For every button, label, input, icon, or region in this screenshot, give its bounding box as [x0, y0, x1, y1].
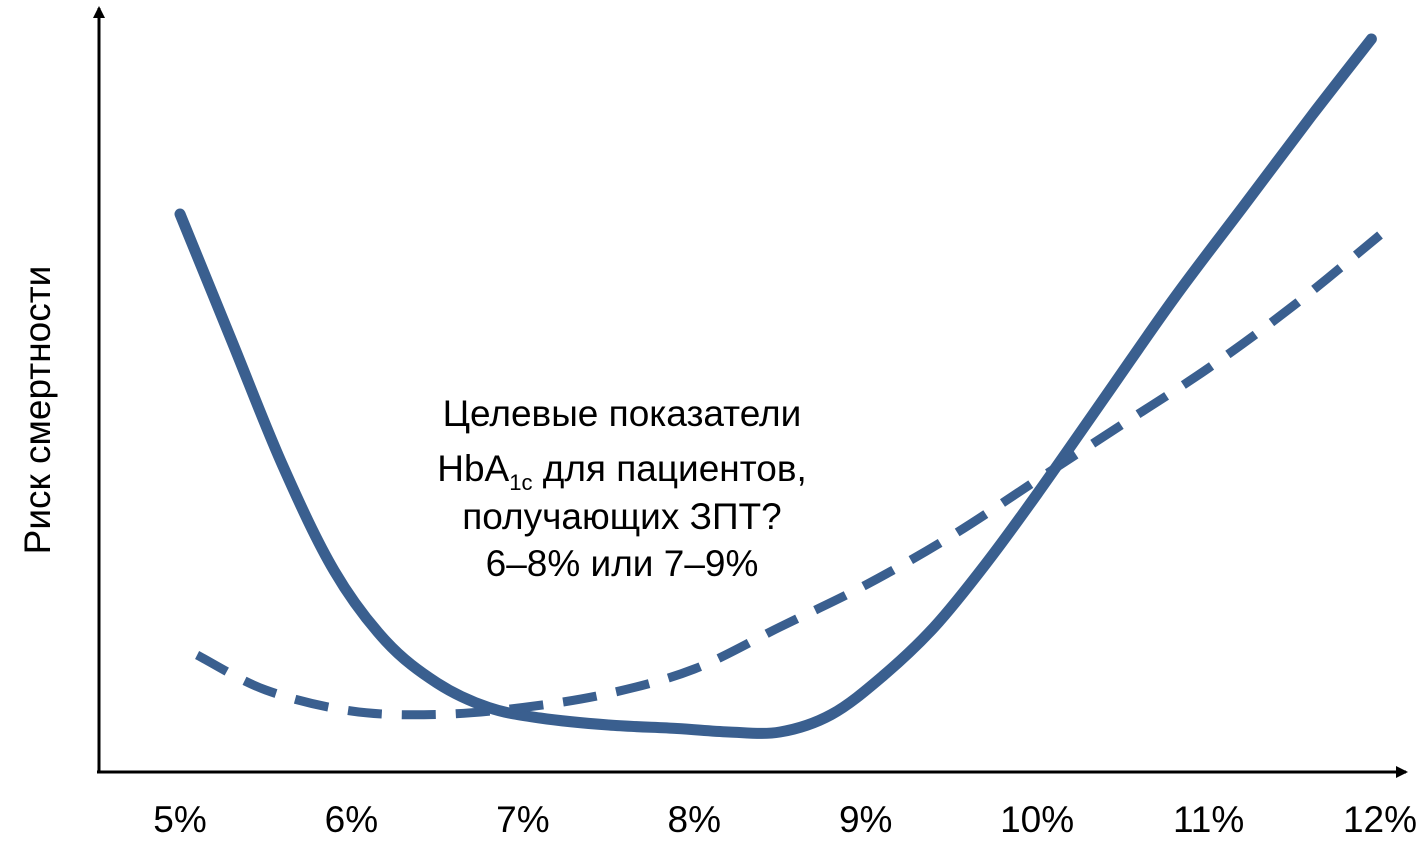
x-tick-labels: 5% 6% 7% 8% 9% 10% 11% 12%: [153, 799, 1416, 840]
y-axis-label: Риск смертности: [17, 266, 58, 555]
annotation-hba-subscript: 1c: [509, 470, 532, 495]
x-tick-label: 12%: [1343, 799, 1416, 840]
series-line-dashed: [195, 231, 1383, 720]
annotation-hba: HbA: [437, 448, 509, 489]
series-line-solid: [174, 33, 1377, 739]
x-tick-label: 5%: [153, 799, 206, 840]
x-tick-label: 9%: [839, 799, 892, 840]
annotation-line-1: Целевые показатели: [443, 393, 802, 434]
x-tick-label: 11%: [1173, 799, 1244, 840]
x-tick-label: 10%: [1000, 799, 1074, 840]
x-tick-label: 8%: [668, 799, 721, 840]
annotation-line-2-rest: для пациентов,: [532, 448, 806, 489]
annotation-line-3: получающих ЗПТ?: [462, 496, 782, 537]
x-tick-label: 6%: [325, 799, 378, 840]
annotation-line-4: 6–8% или 7–9%: [486, 543, 759, 584]
x-tick-label: 7%: [496, 799, 549, 840]
annotation-line-2: HbA1c для пациентов,: [437, 448, 807, 495]
